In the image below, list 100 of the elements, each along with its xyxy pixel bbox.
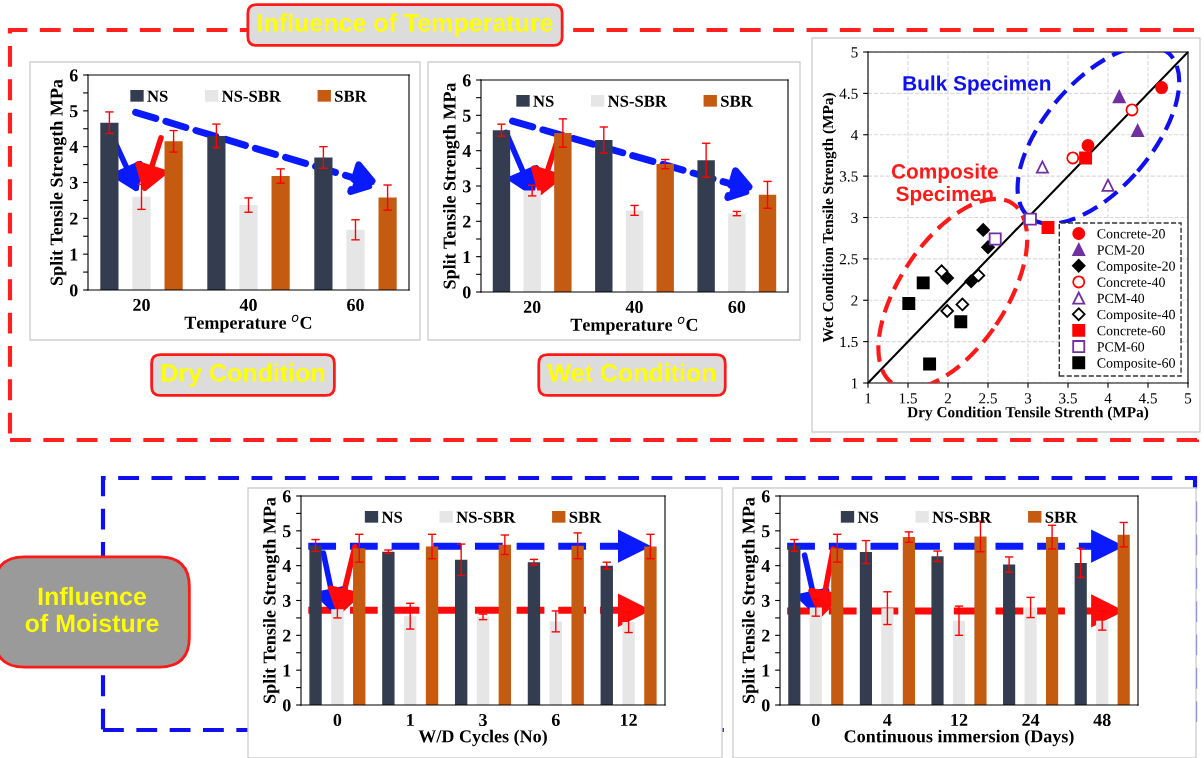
legend-label: SBR — [335, 90, 367, 102]
x-tick-label: 1 — [865, 393, 871, 404]
bar — [346, 229, 365, 290]
x-axis-title: Dry Condition Tensile Strenth (MPa) — [907, 406, 1149, 421]
bar — [554, 133, 572, 292]
bar — [100, 122, 119, 290]
bar — [600, 565, 613, 705]
point — [976, 223, 990, 237]
legend-label: NS-SBR — [456, 511, 516, 523]
x-tick-label: 2.5 — [979, 393, 997, 404]
bar — [492, 130, 511, 292]
y-tick-label: 5 — [69, 105, 78, 118]
legend-label: NS — [533, 95, 554, 107]
bar — [625, 210, 644, 292]
y-tick-label: 1.5 — [840, 336, 858, 348]
point — [1081, 139, 1095, 152]
y-tick-label: 2 — [463, 215, 471, 228]
bar — [728, 213, 746, 292]
y-tick-label: 0 — [761, 699, 770, 712]
point — [940, 304, 954, 318]
point — [964, 274, 978, 289]
bar — [902, 537, 915, 705]
y-tick-label: 1 — [70, 248, 78, 261]
bar — [425, 546, 439, 705]
bar — [476, 616, 490, 705]
y-tick-label: 5 — [761, 525, 770, 538]
x-tick-label: 4.5 — [1138, 393, 1157, 404]
y-tick-label: 2 — [762, 629, 770, 642]
point — [923, 357, 937, 371]
legend-label: SBR — [569, 511, 602, 523]
y-tick-label: 4 — [69, 141, 78, 153]
x-tick-label: 48 — [1093, 713, 1111, 727]
bar — [207, 135, 226, 290]
point — [916, 276, 930, 290]
bar — [571, 545, 584, 705]
bar — [498, 544, 512, 705]
x-tick-label: 40 — [239, 298, 257, 312]
point — [1131, 124, 1145, 138]
x-tick-label: 2 — [944, 393, 951, 404]
y-axis-title: Split Tensile Strength MPa — [442, 82, 460, 289]
text: Dry Condition — [162, 363, 325, 387]
bar — [656, 164, 674, 292]
y-tick-label: 4 — [761, 560, 770, 572]
y-tick-label: 6 — [761, 490, 770, 503]
point — [1041, 220, 1055, 234]
y-tick-label: 4 — [462, 145, 471, 157]
y-tick-label: 4.5 — [839, 88, 858, 99]
text: Influence of Moisture — [25, 586, 159, 633]
bar — [454, 559, 468, 705]
bar — [164, 141, 183, 290]
y-tick-label: 3.5 — [839, 171, 858, 182]
point — [988, 232, 1002, 246]
y-tick-label: 5 — [282, 525, 291, 538]
x-tick-label: 1.5 — [899, 393, 917, 404]
point — [1035, 160, 1049, 174]
annotation: Bulk Specimen — [903, 75, 1051, 95]
bar — [353, 548, 366, 705]
bar — [1003, 564, 1016, 705]
y-tick-label: 1 — [463, 251, 471, 263]
y-tick-label: 3 — [282, 594, 291, 607]
legend-label: NS-SBR — [221, 90, 282, 102]
legend-label: SBR — [1045, 511, 1078, 523]
y-tick-label: 5 — [851, 47, 858, 58]
bar — [952, 620, 966, 705]
text: Influence of Temperature — [258, 13, 553, 37]
annotation: Composite Specimen — [891, 163, 998, 206]
bar — [1117, 534, 1130, 705]
legend-label: PCM-60 — [1097, 342, 1145, 352]
x-tick-label: 60 — [347, 298, 364, 312]
legend-label: Composite-60 — [1097, 358, 1175, 371]
x-tick-label: 5 — [1185, 393, 1192, 404]
bar — [881, 608, 894, 705]
x-axis-title: Temperature $^{o}$C — [570, 316, 698, 335]
y-axis-title: Split Tensile Strength MPa — [49, 79, 67, 285]
bar — [239, 205, 258, 290]
bar — [595, 140, 613, 292]
y-tick-label: 6 — [462, 74, 471, 87]
bar — [697, 160, 715, 292]
point — [981, 240, 995, 255]
y-tick-label: 0 — [462, 286, 471, 299]
y-tick-label: 0 — [282, 699, 291, 712]
x-tick-label: 12 — [621, 713, 637, 726]
legend-label: PCM-20 — [1097, 245, 1145, 255]
bar — [549, 621, 562, 705]
x-tick-label: 20 — [133, 298, 150, 312]
point — [1023, 212, 1037, 226]
y-tick-label: 0 — [69, 284, 78, 297]
bar — [378, 197, 397, 290]
y-tick-label: 4 — [282, 560, 291, 572]
y-tick-label: 3 — [69, 176, 78, 189]
legend-label: Composite-40 — [1097, 309, 1175, 323]
x-tick-label: 1 — [407, 713, 414, 726]
bar — [1074, 562, 1087, 705]
y-tick-label: 1 — [283, 664, 291, 677]
legend-label: NS-SBR — [932, 511, 992, 523]
bar — [931, 556, 944, 705]
y-tick-label: 6 — [282, 490, 291, 503]
y-tick-label: 2 — [283, 629, 291, 642]
x-axis-title: W/D Cycles (No) — [418, 729, 547, 747]
x-tick-label: 0 — [811, 713, 820, 727]
